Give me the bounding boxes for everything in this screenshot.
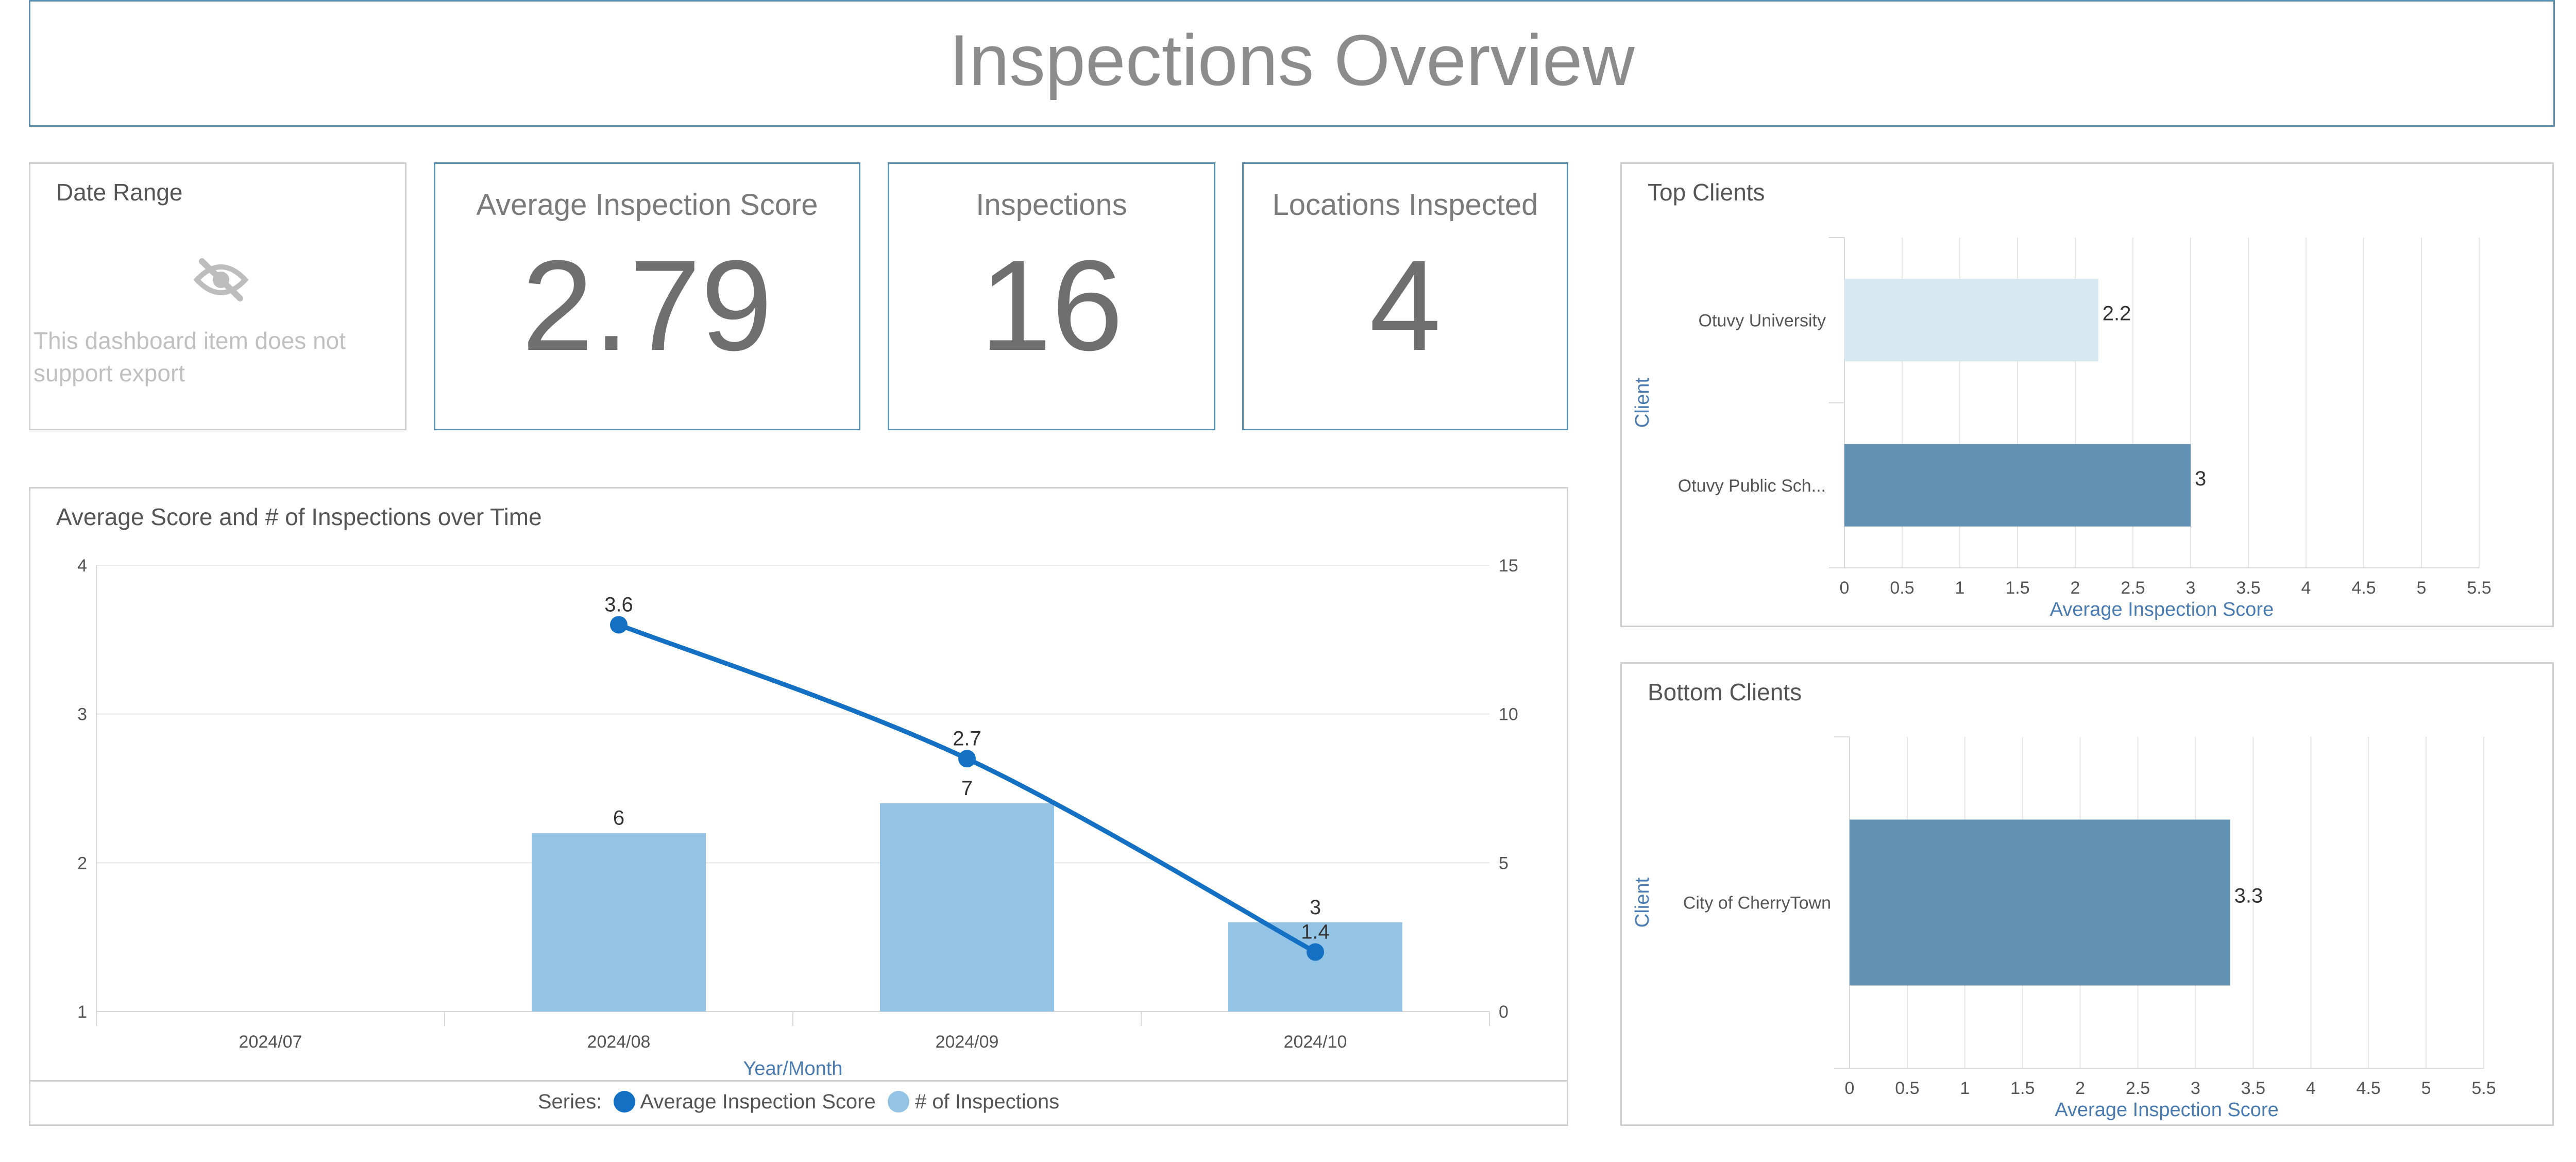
line-data-label: 2.7: [953, 727, 981, 750]
kpi-card-average-score[interactable]: Average Inspection Score 2.79: [434, 162, 860, 430]
bar: [880, 803, 1054, 1012]
x-tick-label: 2.5: [2126, 1079, 2150, 1098]
x-tick-label: 5.5: [2471, 1079, 2496, 1098]
combo-chart[interactable]: 1 2 3 4 0 5 10 15 2024/07 2024/08 2024/09 2024/10 Ye…: [30, 489, 1567, 1124]
bar-data-label: 3: [1310, 896, 1321, 919]
bar: [1850, 819, 2230, 986]
legend-swatch: [614, 1091, 636, 1113]
x-tick-label: 5: [2417, 578, 2427, 598]
y-right-tick-label: 0: [1499, 1002, 1509, 1022]
x-tick-label: 1.5: [2005, 578, 2029, 598]
x-tick-label: 2024/09: [936, 1032, 999, 1052]
line-point: [610, 616, 628, 634]
x-tick-label: 2024/08: [587, 1032, 651, 1052]
top-clients-chart[interactable]: 0 0.5 1 1.5 2 2.5 3 3.5 4 4.5 5 5.5 Otuvy University…: [1622, 164, 2552, 626]
kpi-value: 16: [979, 233, 1124, 377]
x-tick-label: 0: [1845, 1079, 1855, 1098]
category-label: Otuvy University: [1699, 311, 1826, 330]
chart-title: Average Score and # of Inspections over …: [56, 503, 542, 530]
legend-label: # of Inspections: [914, 1090, 1060, 1113]
x-tick-label: 4.5: [2357, 1079, 2381, 1098]
kpi-title: Average Inspection Score: [476, 188, 818, 222]
kpi-card-locations[interactable]: Locations Inspected 4: [1242, 162, 1568, 430]
kpi-title: Locations Inspected: [1272, 188, 1538, 222]
x-tick-label: 4: [2306, 1079, 2316, 1098]
x-tick-label: 3.5: [2241, 1079, 2265, 1098]
x-tick-label: 4.5: [2351, 578, 2376, 598]
x-tick-label: 5: [2421, 1079, 2431, 1098]
bar: [1844, 444, 2191, 527]
legend-item-average-score[interactable]: Average Inspection Score: [614, 1090, 881, 1113]
x-tick-label: 1: [1960, 1079, 1970, 1098]
score-inspections-chart-panel[interactable]: Average Score and # of Inspections over …: [29, 487, 1568, 1126]
x-tick-label: 2: [2075, 1079, 2085, 1098]
kpi-value: 4: [1369, 233, 1442, 377]
bar-data-label: 3: [2195, 467, 2206, 490]
y-left-tick-label: 1: [77, 1002, 87, 1022]
y-axis-title: Client: [1632, 377, 1653, 428]
line-point: [1307, 943, 1324, 961]
legend-swatch: [887, 1091, 909, 1113]
bar: [1228, 922, 1402, 1012]
x-axis-title: Average Inspection Score: [2055, 1099, 2278, 1121]
x-tick-label: 0.5: [1895, 1079, 1919, 1098]
legend-item-inspections[interactable]: # of Inspections: [887, 1090, 1060, 1113]
kpi-title: Inspections: [976, 188, 1127, 222]
page-title: Inspections Overview: [949, 20, 1635, 100]
category-label: Otuvy Public Sch...: [1678, 476, 1826, 496]
date-range-title: Date Range: [56, 179, 183, 206]
bottom-clients-panel[interactable]: Bottom Clients 0 0.5 1 1.5 2 2.5 3 3.5 4 4.5 5 5.5 C…: [1620, 662, 2554, 1126]
x-tick-label: 0.5: [1890, 578, 1914, 598]
line-point: [958, 750, 976, 768]
legend-prefix: Series:: [537, 1090, 602, 1113]
x-axis-title: Year/Month: [743, 1058, 843, 1080]
bottom-clients-title: Bottom Clients: [1648, 679, 1802, 705]
y-left-tick-label: 2: [77, 853, 87, 873]
x-tick-label: 3: [2191, 1079, 2200, 1098]
bar: [1844, 279, 2098, 362]
export-message: This dashboard item does not support exp…: [33, 327, 346, 387]
bar-data-label: 2.2: [2103, 302, 2131, 325]
top-clients-title: Top Clients: [1648, 179, 1765, 206]
bottom-clients-chart[interactable]: 0 0.5 1 1.5 2 2.5 3 3.5 4 4.5 5 5.5 City of CherryTo…: [1622, 664, 2552, 1124]
legend-divider: [30, 1080, 1567, 1082]
x-tick-label: 2.5: [2121, 578, 2145, 598]
x-axis-title: Average Inspection Score: [2050, 599, 2274, 620]
x-tick-label: 0: [1840, 578, 1850, 598]
x-tick-label: 2: [2071, 578, 2080, 598]
kpi-card-inspections[interactable]: Inspections 16: [888, 162, 1215, 430]
x-tick-label: 4: [2301, 578, 2311, 598]
y-right-tick-label: 15: [1499, 556, 1518, 576]
bar-data-label: 7: [961, 777, 973, 800]
date-range-panel[interactable]: Date Range This dashboard item does not …: [29, 162, 406, 430]
legend-label: Average Inspection Score: [640, 1090, 876, 1113]
eye-slash-icon: [193, 258, 249, 301]
x-tick-label: 2024/10: [1284, 1032, 1347, 1052]
x-tick-label: 2024/07: [239, 1032, 302, 1052]
y-right-tick-label: 5: [1499, 853, 1509, 873]
category-label: City of CherryTown: [1683, 894, 1831, 913]
line-data-label: 3.6: [604, 593, 633, 616]
kpi-value: 2.79: [521, 233, 773, 377]
x-tick-label: 1: [1955, 578, 1965, 598]
top-clients-panel[interactable]: Top Clients 0 0.5 1 1.5 2 2.5 3 3.5 4 4.5 5 5.5 Otuv…: [1620, 162, 2554, 627]
chart-legend: Series: Average Inspection Score # of In…: [30, 1090, 1567, 1114]
x-tick-label: 3.5: [2236, 578, 2260, 598]
x-tick-label: 5.5: [2467, 578, 2491, 598]
y-axis-title: Client: [1632, 877, 1653, 928]
bar-data-label: 6: [613, 807, 624, 830]
header-panel: Inspections Overview: [29, 0, 2555, 127]
y-left-tick-label: 4: [77, 556, 87, 576]
bar: [532, 833, 706, 1012]
y-left-tick-label: 3: [77, 705, 87, 725]
y-right-tick-label: 10: [1499, 705, 1518, 725]
bar-data-label: 3.3: [2234, 885, 2263, 907]
x-tick-label: 3: [2186, 578, 2196, 598]
x-tick-label: 1.5: [2010, 1079, 2035, 1098]
line-data-label: 1.4: [1301, 921, 1330, 944]
